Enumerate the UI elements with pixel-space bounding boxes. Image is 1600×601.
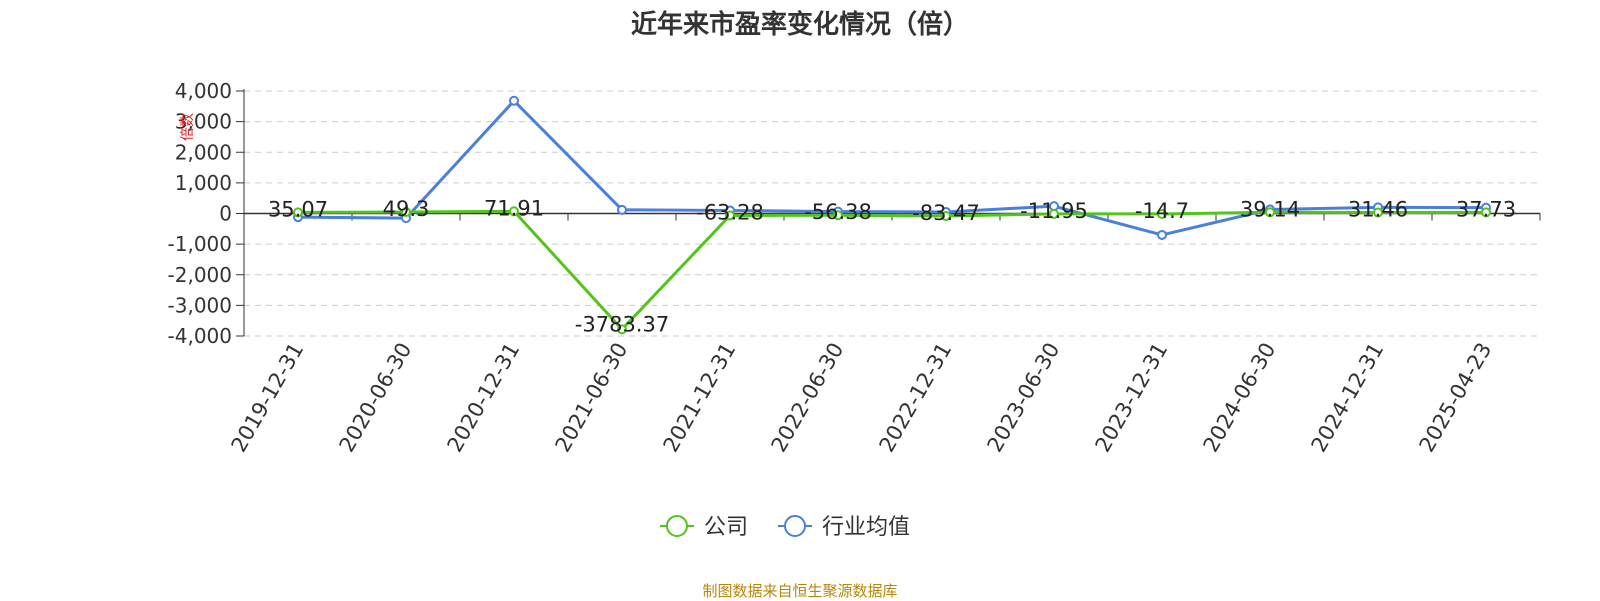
data-label: -3783.37 xyxy=(575,312,669,336)
data-label: 71.91 xyxy=(484,196,544,220)
y-tick-label: 4,000 xyxy=(175,79,232,103)
data-label: 31.46 xyxy=(1348,198,1408,222)
x-tick-label: 2021-06-30 xyxy=(551,339,633,457)
data-point xyxy=(1049,208,1059,219)
x-tick-label: 2022-12-31 xyxy=(875,339,957,457)
data-point xyxy=(725,210,735,221)
data-point xyxy=(293,207,303,218)
x-tick-label: 2019-12-31 xyxy=(227,339,309,457)
data-point xyxy=(941,211,951,222)
data-label: -83.47 xyxy=(912,201,980,225)
data-point xyxy=(1157,208,1167,219)
data-label: -63.28 xyxy=(696,200,764,224)
legend-label: 行业均值 xyxy=(822,515,910,540)
x-tick-label: 2020-12-31 xyxy=(443,339,525,457)
data-point xyxy=(509,206,519,217)
legend-item-0: 公司 xyxy=(660,515,748,540)
x-tick-label: 2020-06-30 xyxy=(335,339,417,457)
y-tick-label: -4,000 xyxy=(168,324,232,348)
x-tick-label: 2023-12-31 xyxy=(1091,339,1173,457)
series-line-0 xyxy=(297,209,1487,331)
data-point xyxy=(1157,229,1167,240)
data-label: 37.73 xyxy=(1456,197,1516,221)
data-point xyxy=(1481,207,1491,218)
data-point xyxy=(833,210,843,221)
x-tick-label: 2025-04-23 xyxy=(1415,339,1497,457)
data-labels: 35.07 49.3 71.91 -3783.37 -63.28 -56.38 -83.47… xyxy=(268,196,1516,336)
legend-label: 公司 xyxy=(704,515,748,540)
legend-item-1: 行业均值 xyxy=(778,515,910,540)
data-point xyxy=(1265,207,1275,218)
series-lines xyxy=(293,95,1491,335)
data-label: -11.95 xyxy=(1020,199,1088,223)
data-label: -14.7 xyxy=(1135,199,1189,223)
source-note: 制图数据来自恒生聚源数据库 xyxy=(702,582,898,600)
y-tick-label: -2,000 xyxy=(168,263,232,287)
series-line-1 xyxy=(297,99,1487,237)
y-tick-label: -3,000 xyxy=(168,293,232,317)
x-tick-label: 2024-06-30 xyxy=(1199,339,1281,457)
data-point xyxy=(1373,207,1383,218)
y-tick-label: 1,000 xyxy=(175,171,232,195)
x-tick-label: 2021-12-31 xyxy=(659,339,741,457)
y-tick-label: -1,000 xyxy=(168,232,232,256)
y-axis-label: 倍数 xyxy=(180,113,196,141)
legend-marker xyxy=(784,515,806,537)
y-tick-label: 2,000 xyxy=(175,140,232,164)
x-tick-label: 2024-12-31 xyxy=(1307,339,1389,457)
chart-title: 近年来市盈率变化情况（倍） xyxy=(630,10,969,40)
legend-marker xyxy=(666,515,688,537)
grid-lines xyxy=(244,90,1540,337)
data-label: 39.14 xyxy=(1240,197,1300,221)
legend: 公司 行业均值 xyxy=(660,515,910,540)
data-label: 35.07 xyxy=(268,197,328,221)
x-tick-label: 2022-06-30 xyxy=(767,339,849,457)
x-tick-label: 2023-06-30 xyxy=(983,339,1065,457)
data-point xyxy=(617,204,627,215)
data-label: 49.3 xyxy=(383,197,430,221)
data-label: -56.38 xyxy=(804,200,872,224)
y-tick-label: 3,000 xyxy=(175,110,232,134)
data-point xyxy=(401,206,411,217)
data-point xyxy=(509,95,519,106)
data-point xyxy=(617,324,627,335)
y-tick-label: 0 xyxy=(219,202,232,226)
axes: 4,000 3,000 2,000 1,000 0 -1,000 -2,000 -3,000 -… xyxy=(168,79,1541,457)
